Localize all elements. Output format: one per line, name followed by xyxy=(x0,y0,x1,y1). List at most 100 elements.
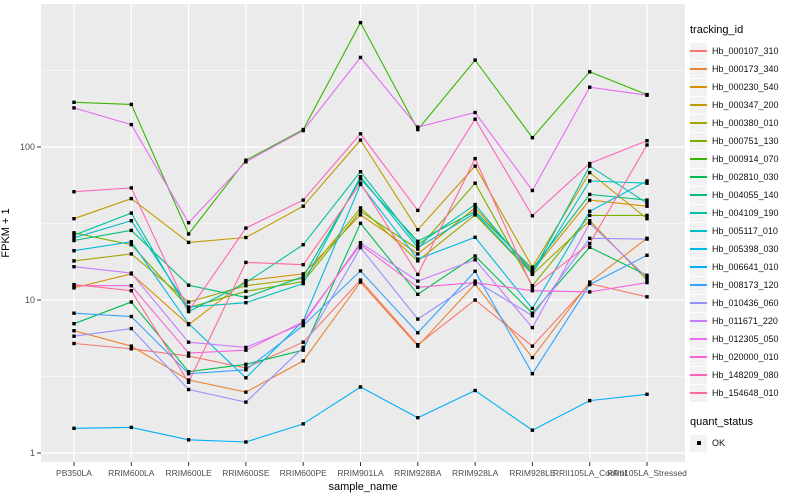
data-point-marker xyxy=(588,209,592,213)
legend-item-Hb_010436_060: Hb_010436_060 xyxy=(690,294,798,312)
legend-key xyxy=(690,42,707,60)
legend-title-tracking-id: tracking_id xyxy=(690,24,744,36)
data-point-marker xyxy=(72,334,76,338)
legend-label: Hb_005398_030 xyxy=(712,244,779,254)
data-point-marker xyxy=(186,372,191,376)
y-tick-label: 1 xyxy=(30,448,35,458)
legend-line-swatch xyxy=(690,302,707,304)
data-point-marker xyxy=(645,93,649,97)
data-point-marker xyxy=(473,254,477,258)
data-point-marker xyxy=(244,368,248,372)
legend-label: Hb_000347_200 xyxy=(712,100,779,110)
data-point-marker xyxy=(129,314,133,319)
data-point-marker xyxy=(129,243,133,247)
data-point-marker xyxy=(72,341,76,346)
data-point-marker xyxy=(186,240,191,245)
data-point-marker xyxy=(473,211,477,215)
data-point-marker xyxy=(473,258,477,262)
legend-key xyxy=(690,186,707,204)
legend-line-swatch xyxy=(690,212,707,214)
data-point-marker xyxy=(358,177,363,181)
data-point-marker xyxy=(530,271,535,276)
data-point-marker xyxy=(301,243,305,247)
legend-item-Hb_020000_010: Hb_020000_010 xyxy=(690,348,798,366)
legend-key xyxy=(690,168,707,186)
data-point-marker xyxy=(186,340,191,344)
data-point-marker xyxy=(645,217,649,221)
data-point-marker xyxy=(72,282,76,287)
legend-line-swatch xyxy=(690,104,707,106)
data-point-marker xyxy=(129,228,133,233)
legend-label: Hb_004055_140 xyxy=(712,190,779,200)
data-point-marker xyxy=(645,295,649,299)
data-point-marker xyxy=(645,280,649,285)
data-point-marker xyxy=(129,425,133,430)
legend-line-swatch xyxy=(690,284,707,286)
data-point-marker xyxy=(588,85,592,89)
data-point-marker xyxy=(645,237,649,241)
legend-label: Hb_012305_050 xyxy=(712,334,779,344)
data-point-marker xyxy=(645,201,649,205)
data-point-marker xyxy=(72,286,76,290)
data-point-marker xyxy=(358,241,363,245)
data-point-marker xyxy=(244,348,248,352)
legend-line-swatch xyxy=(690,122,707,124)
legend-key xyxy=(690,204,707,222)
data-point-marker xyxy=(530,284,535,288)
data-point-marker xyxy=(530,325,535,330)
data-point-marker xyxy=(301,275,305,279)
data-point-marker xyxy=(416,259,420,263)
legend-item-Hb_000380_010: Hb_000380_010 xyxy=(690,114,798,132)
data-point-marker xyxy=(473,209,477,213)
data-point-marker xyxy=(72,259,76,263)
legend-line-swatch xyxy=(690,86,707,88)
data-point-marker xyxy=(416,344,420,348)
legend-line-swatch xyxy=(690,266,707,268)
data-point-marker xyxy=(186,232,191,236)
x-axis-title: sample_name xyxy=(328,481,398,493)
data-point-marker xyxy=(186,438,191,442)
data-point-marker xyxy=(588,398,592,403)
legend-line-swatch xyxy=(690,248,707,250)
data-point-marker xyxy=(473,156,477,161)
data-point-marker xyxy=(301,323,305,328)
data-point-marker xyxy=(72,190,76,194)
data-point-marker xyxy=(416,125,420,129)
data-point-marker xyxy=(244,376,248,380)
data-point-marker xyxy=(473,298,477,302)
legend-item-Hb_006641_010: Hb_006641_010 xyxy=(690,258,798,276)
legend-key xyxy=(690,60,707,78)
data-point-marker xyxy=(244,289,248,293)
data-point-marker xyxy=(473,388,477,393)
data-point-marker xyxy=(72,100,76,104)
data-point-marker xyxy=(301,340,305,344)
data-point-marker xyxy=(186,309,191,313)
data-point-marker xyxy=(129,102,133,107)
legend-key xyxy=(690,330,707,348)
data-point-marker xyxy=(301,345,305,350)
data-point-marker xyxy=(244,235,248,240)
data-point-marker xyxy=(530,265,535,269)
data-point-marker xyxy=(244,160,248,164)
data-point-marker xyxy=(358,181,363,185)
legend-label: Hb_000107_310 xyxy=(712,46,779,56)
y-tick-label: 10 xyxy=(25,295,35,305)
data-point-marker xyxy=(588,245,592,249)
data-point-marker xyxy=(129,326,133,331)
legend-item-Hb_011671_220: Hb_011671_220 xyxy=(690,312,798,330)
data-point-marker xyxy=(530,267,535,271)
plot-panel xyxy=(41,4,685,462)
legend-line-swatch xyxy=(690,320,707,322)
legend-line-swatch xyxy=(690,140,707,142)
legend-item-Hb_005398_030: Hb_005398_030 xyxy=(690,240,798,258)
legend-label: OK xyxy=(712,438,726,448)
data-point-marker xyxy=(129,211,133,215)
legend-key xyxy=(690,222,707,240)
data-point-marker xyxy=(129,122,133,127)
data-point-marker xyxy=(186,221,191,225)
data-point-marker xyxy=(588,219,592,223)
legend-line-swatch xyxy=(690,374,707,376)
data-point-marker xyxy=(530,344,535,348)
legend-label: Hb_004109_190 xyxy=(712,208,779,218)
